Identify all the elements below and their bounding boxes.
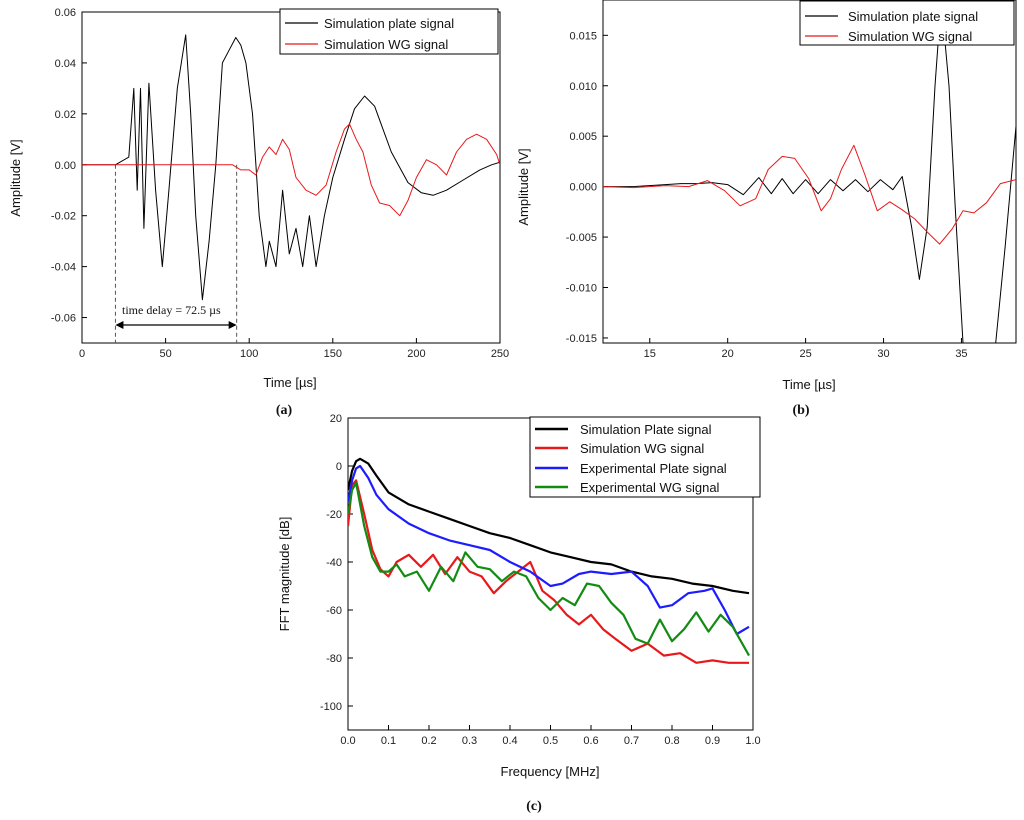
panel-a-legend: Simulation plate signal Simulation WG si… [279, 8, 499, 55]
panel-c-y-tick-label: -40 [326, 557, 342, 569]
panel-a-legend-item-wg: Simulation WG signal [324, 37, 448, 52]
panel-c-series-simulation-wg-signal [348, 479, 749, 664]
panel-b-plot-frame [602, 0, 1017, 344]
panel-b-x-tick-label: 30 [877, 348, 889, 360]
panel-b-y-tick-label: -0.005 [566, 232, 597, 244]
panel-a-series-simulation-plate-signal [82, 34, 500, 301]
panel-c-y-tick-label: -20 [326, 509, 342, 521]
panel-a-legend-item-plate: Simulation plate signal [324, 16, 454, 31]
panel-b-series-simulation-plate-signal [603, 0, 1016, 343]
panel-c-legend-box [529, 416, 761, 498]
panel-b-y-tick-label: -0.015 [566, 333, 597, 345]
panel-a-chart: 0 50 100 150 200 250 -0.06 -0.04 -0.02 0.00 0.02 0.… [8, 7, 509, 418]
panel-c-y-tick-label: -100 [320, 701, 342, 713]
panel-b-legend-item-wg: Simulation WG signal [848, 29, 972, 44]
panel-b-legend-item-plate: Simulation plate signal [848, 9, 978, 24]
panel-b-x-tick-label: 15 [644, 348, 656, 360]
panel-a-label: (a) [276, 403, 293, 418]
panel-b-x-label: Time [µs] [782, 377, 835, 392]
panel-b-label: (b) [792, 403, 809, 418]
panel-b-y-label: Amplitude [V] [516, 148, 531, 225]
panel-b-x-tick-label: 25 [799, 348, 811, 360]
time-delay-arrowhead-right [228, 321, 237, 329]
panel-a-x-tick-label: 150 [324, 348, 342, 360]
panel-a-y-tick-label: -0.06 [51, 313, 76, 325]
panel-c-x-tick-label: 0.1 [381, 735, 396, 747]
panel-a-y-tick-label: 0.00 [55, 160, 76, 172]
panel-b-y-tick-label: -0.010 [566, 283, 597, 295]
panel-c-y-tick-label: 0 [336, 461, 342, 473]
panel-c-y-label: FFT magnitude [dB] [277, 517, 292, 632]
panel-c-x-tick-label: 0.7 [624, 735, 639, 747]
panel-c-x-tick-label: 1.0 [745, 735, 760, 747]
panel-a-x-tick-label: 50 [159, 348, 171, 360]
panel-b-series-simulation-wg-signal [603, 144, 1016, 245]
panel-c-y-tick-label: -80 [326, 653, 342, 665]
panel-b-y-tick-label: 0.015 [569, 30, 597, 42]
panel-a-y-tick-label: -0.04 [51, 262, 76, 274]
panel-a-y-label: Amplitude [V] [8, 139, 23, 216]
panel-a-x-label: Time [µs] [263, 375, 316, 390]
panel-c-chart: 0.0 0.1 0.2 0.3 0.4 0.5 0.6 0.7 0.8 0.9 1.0 -100 -80… [277, 413, 761, 814]
panel-c-y-tick-label: -60 [326, 605, 342, 617]
panel-c-x-tick-label: 0.3 [462, 735, 477, 747]
panel-c-y-tick-label: 20 [330, 413, 342, 425]
panel-a-x-tick-label: 250 [491, 348, 509, 360]
panel-a-x-tick-label: 200 [407, 348, 425, 360]
panel-a-series-simulation-wg-signal [82, 123, 500, 217]
panel-b-series [603, 0, 1016, 343]
panel-a-x-tick-label: 100 [240, 348, 258, 360]
panel-c-series-simulation-plate-signal [348, 457, 750, 595]
panel-c-x-tick-label: 0.9 [705, 735, 720, 747]
panel-c-legend: Simulation Plate signal Simulation WG si… [529, 416, 761, 498]
panel-a-y-tick-label: 0.02 [55, 109, 76, 121]
panel-b-y-tick-label: 0.005 [569, 131, 597, 143]
panel-b-x-tick-label: 20 [722, 348, 734, 360]
panel-a-ticks: 0 50 100 150 200 250 -0.06 -0.04 -0.02 0.00 0.02 0.… [51, 7, 509, 360]
panel-c-legend-item-sim-plate: Simulation Plate signal [580, 422, 712, 437]
panel-a-y-tick-label: 0.06 [55, 7, 76, 19]
panel-b-legend-box [799, 0, 1015, 46]
panel-b-y-tick-label: 0.000 [569, 182, 597, 194]
panel-c-series [348, 457, 750, 664]
panel-b-x-tick-label: 35 [955, 348, 967, 360]
panel-c-x-tick-label: 0.2 [421, 735, 436, 747]
panel-a-y-tick-label: -0.02 [51, 211, 76, 223]
panel-b-chart: 15 20 25 30 35 -0.015 -0.010 -0.005 0.000 0.005 0.… [516, 0, 1017, 418]
panel-a-x-tick-label: 0 [79, 348, 85, 360]
panel-a-time-delay-annotation: time delay = 72.5 µs [122, 303, 221, 317]
panel-b-ticks: 15 20 25 30 35 -0.015 -0.010 -0.005 0.000 0.005 0.… [566, 30, 968, 360]
panel-b-y-tick-label: 0.010 [569, 81, 597, 93]
panel-c-series-experimental-plate-signal [348, 464, 750, 636]
panel-c-legend-item-sim-wg: Simulation WG signal [580, 441, 704, 456]
panel-c-label: (c) [526, 799, 542, 814]
panel-c-x-tick-label: 0.4 [502, 735, 517, 747]
panel-a-y-tick-label: 0.04 [55, 58, 76, 70]
panel-a-plot-frame [81, 11, 501, 344]
panel-b-legend: Simulation plate signal Simulation WG si… [799, 0, 1015, 46]
panel-c-series-experimental-wg-signal [348, 481, 750, 657]
panel-a-annotation-group [114, 164, 238, 343]
panel-c-x-tick-label: 0.8 [664, 735, 679, 747]
panel-c-x-tick-label: 0.6 [583, 735, 598, 747]
panel-c-legend-item-exp-wg: Experimental WG signal [580, 480, 720, 495]
time-delay-arrowhead-left [115, 321, 124, 329]
panel-c-x-tick-label: 0.0 [340, 735, 355, 747]
panel-c-x-tick-label: 0.5 [543, 735, 558, 747]
panel-c-x-label: Frequency [MHz] [501, 764, 600, 779]
panel-a-series [82, 34, 500, 301]
panel-c-legend-item-exp-plate: Experimental Plate signal [580, 461, 727, 476]
panel-a-legend-box [279, 8, 499, 55]
panel-c-ticks: 0.0 0.1 0.2 0.3 0.4 0.5 0.6 0.7 0.8 0.9 1.0 -100 -80… [320, 413, 761, 747]
